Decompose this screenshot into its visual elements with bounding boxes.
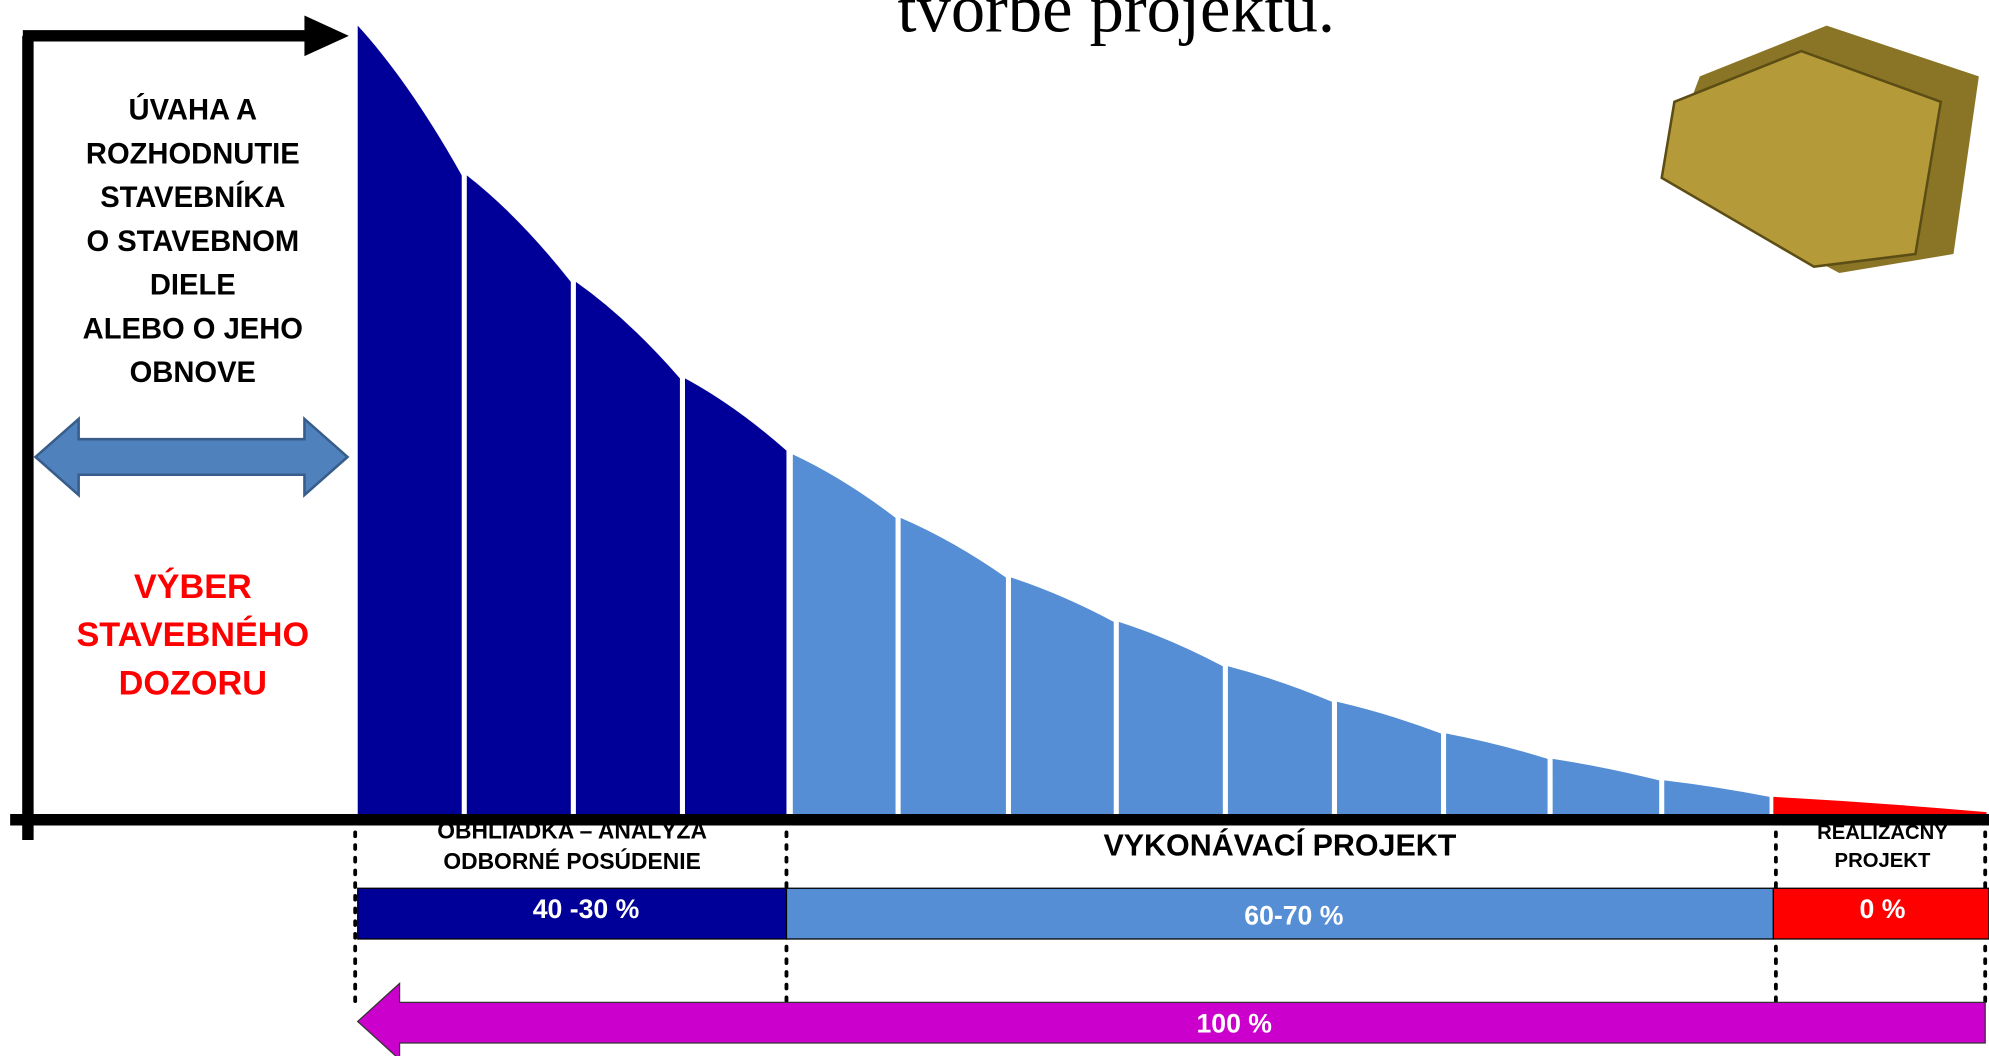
double-arrow	[36, 419, 348, 495]
left-panel-line: OBNOVE	[130, 357, 256, 389]
phase-share: 40 -30 %	[533, 894, 640, 924]
left-panel-line: ÚVAHA A	[129, 93, 258, 127]
left-panel-line: STAVEBNÍKA	[100, 180, 285, 214]
title: tvorbe projektu.	[898, 0, 1335, 46]
page: {"header": {"title": "tvorbe projektu."}…	[0, 0, 1989, 1056]
curve-bar	[1228, 666, 1332, 816]
phase-label: ODBORNÉ POSÚDENIE	[443, 848, 701, 874]
curve-bar	[576, 282, 680, 816]
phase-label: PROJEKT	[1835, 850, 1931, 872]
left-panel-line: DIELE	[150, 270, 236, 302]
curve-bar	[901, 518, 1006, 816]
curve-bar	[1664, 780, 1769, 816]
total-label: 100 %	[1196, 1008, 1272, 1038]
phase-share: 0 %	[1860, 894, 1906, 924]
phase-label: REALIZAČNÝ	[1817, 820, 1948, 844]
phase-share: 60-70 %	[1244, 900, 1343, 930]
curve-bar	[685, 378, 786, 816]
total-arrow	[358, 983, 1985, 1056]
curve-bar	[1553, 759, 1660, 816]
curve-bar	[1337, 702, 1441, 816]
highlight-line: STAVEBNÉHO	[76, 614, 309, 654]
phase-label: OBHLIADKA – ANALÝZA	[437, 817, 707, 843]
curve-bar	[1446, 733, 1547, 815]
folders-illustration	[1662, 26, 1979, 273]
left-panel-line: O STAVEBNOM	[86, 226, 299, 258]
highlight-line: DOZORU	[119, 664, 267, 702]
left-panel-line: ROZHODNUTIE	[86, 138, 300, 170]
left-panel-line: ALEBO O JEHO	[83, 313, 303, 345]
phase-label: VYKONÁVACÍ PROJEKT	[1103, 828, 1456, 863]
curve-bar	[793, 454, 896, 816]
highlight-line: VÝBER	[134, 566, 252, 606]
curve-bar	[358, 26, 462, 816]
curve-bar	[1773, 797, 1986, 816]
top-arrowhead	[304, 16, 348, 57]
curve-bar	[1011, 577, 1114, 815]
diagram: tvorbe projektu. ÚVAHA A ROZHODNUTIE STAVE…	[0, 0, 1989, 1056]
curve-bar	[467, 175, 571, 816]
curve-bar	[1119, 622, 1223, 816]
